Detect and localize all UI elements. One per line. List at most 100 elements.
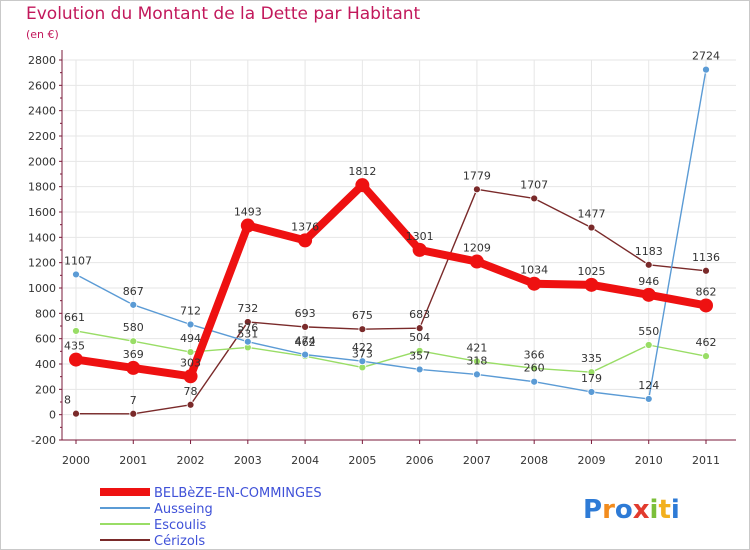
data-label: 1209 <box>463 242 491 255</box>
legend-label: Cérizols <box>154 534 205 549</box>
data-label: 1376 <box>291 220 319 233</box>
x-tick-label: 2006 <box>406 454 434 467</box>
data-point <box>530 194 539 203</box>
data-label: 712 <box>180 304 201 317</box>
data-point <box>129 300 138 309</box>
data-label: 124 <box>638 379 659 392</box>
data-point <box>644 341 653 349</box>
data-point <box>243 337 252 346</box>
y-tick-label: 0 <box>49 409 56 422</box>
data-label: 335 <box>581 352 602 365</box>
data-label: 8 <box>64 394 71 407</box>
y-tick-label: 2800 <box>28 54 56 67</box>
data-point <box>129 409 138 418</box>
x-tick-label: 2004 <box>291 454 319 467</box>
data-label: 550 <box>638 325 659 338</box>
y-tick-label: 1400 <box>28 231 56 244</box>
data-label: 179 <box>581 372 602 385</box>
data-label: 462 <box>696 336 717 349</box>
data-label: 421 <box>466 341 487 354</box>
legend-label: Escoulis <box>154 518 207 533</box>
x-tick-label: 2005 <box>348 454 376 467</box>
data-label: 1136 <box>692 251 720 264</box>
data-label: 576 <box>237 322 258 335</box>
data-label: 1107 <box>64 254 92 267</box>
y-tick-label: 600 <box>35 333 56 346</box>
chart-title: Evolution du Montant de la Dette par Hab… <box>26 4 421 24</box>
data-point <box>415 346 424 355</box>
x-tick-label: 2011 <box>692 454 720 467</box>
series-line <box>72 181 710 381</box>
data-label: 675 <box>352 309 373 322</box>
y-tick-label: 200 <box>35 383 56 396</box>
data-label: 661 <box>64 311 85 324</box>
data-point <box>243 318 252 326</box>
data-label: 1812 <box>348 165 376 178</box>
data-label: 1034 <box>520 264 548 277</box>
data-point <box>527 276 542 291</box>
data-point <box>641 287 656 302</box>
data-label: 260 <box>524 362 545 375</box>
data-point <box>702 65 710 74</box>
data-label: 303 <box>180 356 201 369</box>
y-tick-label: 2600 <box>28 79 56 92</box>
data-point <box>587 388 596 396</box>
legend: BELBèZE-EN-COMMINGESAusseingEscoulisCéri… <box>100 486 322 549</box>
data-point <box>473 370 481 379</box>
data-label: 1477 <box>577 208 605 221</box>
data-point <box>129 337 138 346</box>
y-tick-label: 2400 <box>28 105 56 118</box>
x-tick-label: 2007 <box>463 454 491 467</box>
series-layer <box>69 65 713 418</box>
data-label: 693 <box>295 307 316 320</box>
data-point <box>530 364 539 373</box>
data-label: 1707 <box>520 178 548 191</box>
data-point <box>72 270 80 279</box>
data-point <box>473 357 481 366</box>
data-label: 867 <box>123 285 144 298</box>
data-point <box>301 322 309 331</box>
series-line <box>75 330 707 373</box>
data-label: 369 <box>123 348 144 361</box>
data-label: 7 <box>130 394 137 407</box>
data-point <box>587 223 596 232</box>
data-point <box>72 327 80 335</box>
data-label: 862 <box>696 285 717 298</box>
data-point <box>702 266 710 275</box>
data-point <box>186 320 195 329</box>
data-label: 1025 <box>577 265 605 278</box>
data-point <box>355 178 370 193</box>
data-point <box>183 369 198 384</box>
x-tick-label: 2002 <box>177 454 205 467</box>
data-point <box>415 324 424 333</box>
data-label: 373 <box>352 347 373 360</box>
data-point <box>644 395 653 403</box>
y-tick-label: 1600 <box>28 206 56 219</box>
legend-label: Ausseing <box>154 502 213 517</box>
data-labels: 435 369 303 1493 1376 1812 1301 1209 1034 1025 946… <box>64 50 720 407</box>
x-tick-label: 2008 <box>520 454 548 467</box>
series-line <box>75 68 707 400</box>
data-label: 366 <box>524 348 545 361</box>
data-label: 504 <box>409 331 430 344</box>
data-label: 435 <box>64 340 85 353</box>
data-label: 474 <box>295 335 316 348</box>
data-point <box>126 360 141 375</box>
data-label: 422 <box>352 341 373 354</box>
data-point <box>72 409 80 418</box>
axes: -200 0 200 400 600 800 1000 1200 1400 1600 1800 200… <box>28 50 736 467</box>
data-point <box>240 218 255 233</box>
legend-label: BELBèZE-EN-COMMINGES <box>154 486 322 501</box>
x-tick-label: 2000 <box>62 454 90 467</box>
data-point <box>469 254 484 269</box>
x-tick-label: 2001 <box>119 454 147 467</box>
series-line <box>75 188 707 415</box>
y-tick-label: 2200 <box>28 130 56 143</box>
grid-lines <box>62 59 736 441</box>
data-point <box>702 352 710 361</box>
data-point <box>415 365 424 374</box>
data-point <box>186 348 195 356</box>
data-label: 357 <box>409 349 430 362</box>
